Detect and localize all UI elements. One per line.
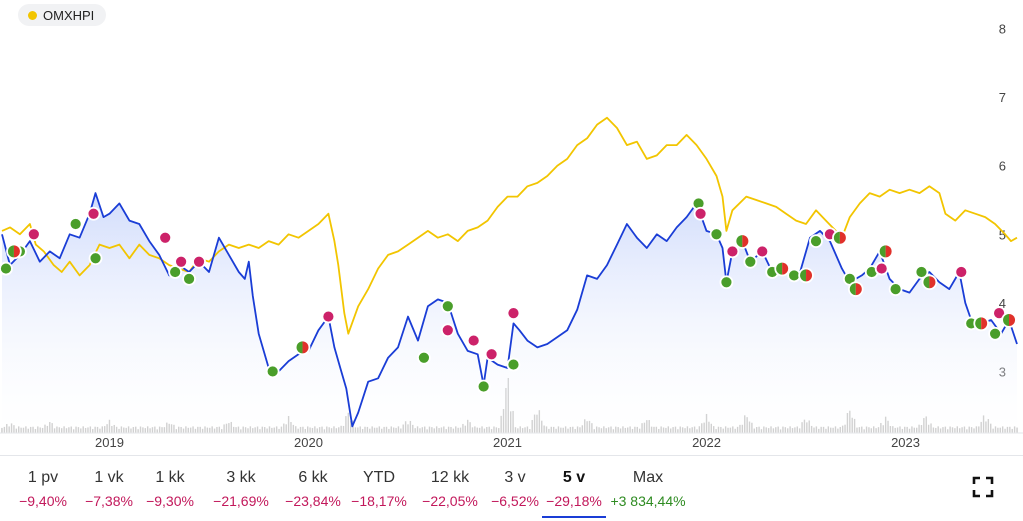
buy-marker[interactable] xyxy=(988,326,1003,341)
buy-marker[interactable] xyxy=(168,265,183,279)
buy-marker[interactable] xyxy=(476,379,491,394)
buy-marker[interactable] xyxy=(709,227,724,242)
sell-marker[interactable] xyxy=(86,206,101,221)
x-tick-label: 2021 xyxy=(493,435,522,450)
buy-marker[interactable] xyxy=(743,254,758,269)
x-axis: 2019 2020 2021 2022 2023 xyxy=(0,432,1023,450)
buy-marker[interactable] xyxy=(265,364,280,379)
mixed-trade-marker[interactable] xyxy=(798,267,814,284)
main-series-area xyxy=(2,193,1017,433)
period-tab-8[interactable]: 5 v −29,18% xyxy=(542,462,606,518)
x-tick-label: 2020 xyxy=(294,435,323,450)
period-tab-4[interactable]: 6 kk −23,84% xyxy=(280,462,346,518)
sell-marker[interactable] xyxy=(192,254,206,269)
expand-icon xyxy=(972,476,994,498)
period-change: −22,05% xyxy=(422,493,478,509)
period-label: 1 kk xyxy=(155,469,185,486)
period-change: −9,30% xyxy=(146,493,194,509)
period-tab-3[interactable]: 3 kk −21,69% xyxy=(202,462,280,518)
mixed-trade-marker[interactable] xyxy=(877,243,894,260)
sell-marker[interactable] xyxy=(693,206,708,221)
sell-marker[interactable] xyxy=(755,244,770,259)
period-change: −18,17% xyxy=(351,493,407,509)
period-label: 6 kk xyxy=(298,469,328,486)
period-tab-2[interactable]: 1 kk −9,30% xyxy=(138,462,202,518)
mixed-trade-marker[interactable] xyxy=(847,281,864,297)
period-label: Max xyxy=(632,469,664,486)
x-tick-label: 2022 xyxy=(692,435,721,450)
series-lines xyxy=(1,116,1018,433)
sell-marker[interactable] xyxy=(725,244,740,259)
mixed-trade-marker[interactable] xyxy=(921,274,938,291)
mixed-trade-marker[interactable] xyxy=(832,229,848,246)
period-tab-7[interactable]: 3 v −6,52% xyxy=(488,462,542,518)
omxhpi-series-line xyxy=(1,116,1018,335)
x-tick-label: 2023 xyxy=(891,435,920,450)
legend-label: OMXHPI xyxy=(43,7,95,23)
legend-color-dot-icon xyxy=(28,10,37,20)
buy-marker[interactable] xyxy=(68,217,83,231)
buy-marker[interactable] xyxy=(506,357,521,372)
fullscreen-button[interactable] xyxy=(972,476,994,498)
sell-marker[interactable] xyxy=(874,261,889,276)
period-tab-5[interactable]: YTD −18,17% xyxy=(346,462,412,518)
period-label: 5 v xyxy=(562,469,586,486)
legend-chip-omxhpi[interactable]: OMXHPI xyxy=(18,4,107,26)
buy-marker[interactable] xyxy=(440,299,455,314)
period-label: 3 v xyxy=(504,469,526,486)
mixed-trade-marker[interactable] xyxy=(294,339,311,356)
period-change: −29,18% xyxy=(546,493,602,509)
period-tab-6[interactable]: 12 kk −22,05% xyxy=(412,462,488,518)
y-tick-label: 4 xyxy=(999,296,1006,311)
period-change: −21,69% xyxy=(213,493,269,509)
period-label: 1 vk xyxy=(94,469,124,486)
buy-marker[interactable] xyxy=(417,350,431,365)
buy-marker[interactable] xyxy=(719,275,734,290)
buy-marker[interactable] xyxy=(809,234,823,249)
mixed-trade-marker[interactable] xyxy=(774,260,790,277)
x-tick-label: 2019 xyxy=(95,435,124,450)
period-tab-1[interactable]: 1 vk −7,38% xyxy=(80,462,138,518)
mixed-trade-marker[interactable] xyxy=(6,243,22,260)
period-label: 12 kk xyxy=(430,469,470,486)
y-tick-label: 5 xyxy=(999,227,1006,242)
sell-marker[interactable] xyxy=(992,306,1006,321)
period-change: −6,52% xyxy=(491,493,539,509)
period-tab-9[interactable]: Max +3 834,44% xyxy=(606,462,690,518)
y-tick-label: 6 xyxy=(999,159,1006,174)
period-label: YTD xyxy=(363,469,395,486)
mixed-trade-marker[interactable] xyxy=(734,233,751,249)
period-change: −7,38% xyxy=(85,493,133,509)
period-change: −9,40% xyxy=(19,493,67,509)
mixed-trade-marker[interactable] xyxy=(973,315,989,332)
sell-marker[interactable] xyxy=(466,333,481,348)
buy-marker[interactable] xyxy=(888,282,903,297)
buy-marker[interactable] xyxy=(914,265,929,279)
buy-marker[interactable] xyxy=(0,261,13,276)
period-selector: 1 pv −9,40% 1 vk −7,38% 1 kk −9,30% 3 kk −21,69… xyxy=(6,462,690,518)
sell-marker[interactable] xyxy=(506,306,521,321)
sell-marker[interactable] xyxy=(174,254,189,269)
period-change: +3 834,44% xyxy=(610,493,686,509)
sell-marker[interactable] xyxy=(158,230,173,245)
period-change: −23,84% xyxy=(285,493,341,509)
chart-divider xyxy=(0,455,1023,456)
mixed-trade-marker[interactable] xyxy=(1001,312,1017,328)
sell-marker[interactable] xyxy=(954,265,969,279)
volume-bar xyxy=(1,427,3,433)
sell-marker[interactable] xyxy=(484,347,499,362)
sell-marker[interactable] xyxy=(321,309,336,324)
trade-markers[interactable] xyxy=(0,196,1017,394)
buy-marker[interactable] xyxy=(182,271,196,286)
period-label: 3 kk xyxy=(226,469,256,486)
buy-marker[interactable] xyxy=(88,251,103,266)
y-tick-label: 7 xyxy=(999,90,1006,105)
y-tick-label: 8 xyxy=(999,22,1006,37)
sell-marker[interactable] xyxy=(440,323,455,338)
sell-marker[interactable] xyxy=(26,227,41,242)
period-tab-0[interactable]: 1 pv −9,40% xyxy=(6,462,80,518)
period-label: 1 pv xyxy=(27,469,59,486)
